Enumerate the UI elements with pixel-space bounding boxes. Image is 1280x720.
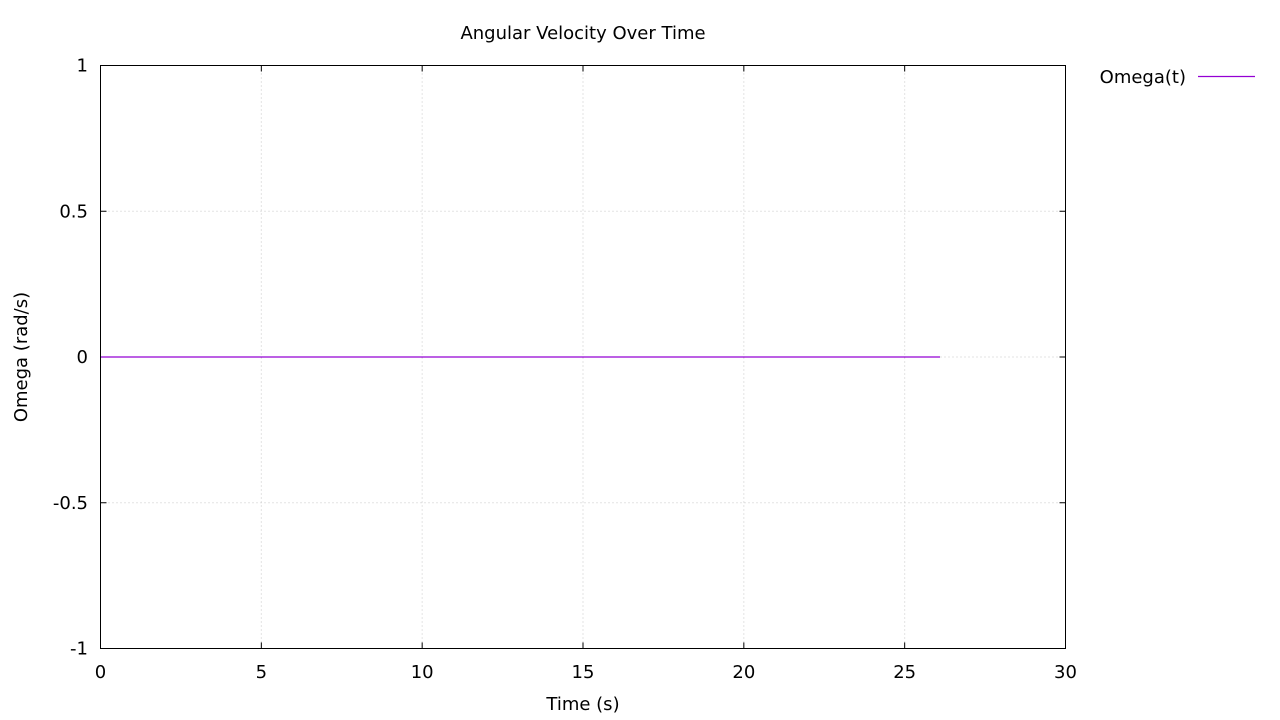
y-tick-label: -1 — [70, 639, 88, 660]
y-tick-label: 1 — [77, 56, 88, 77]
x-tick-label: 10 — [411, 662, 434, 683]
legend: Omega(t) — [1100, 67, 1255, 88]
x-tick-label: 30 — [1054, 662, 1077, 683]
legend-label: Omega(t) — [1100, 67, 1186, 88]
x-tick-label: 15 — [572, 662, 595, 683]
x-axis-label: Time (s) — [545, 694, 619, 715]
plot-frame — [100, 65, 1066, 649]
x-tick-label: 5 — [256, 662, 267, 683]
y-axis-label: Omega (rad/s) — [11, 292, 32, 422]
y-tick-label: 0 — [77, 347, 88, 368]
x-tick-label: 20 — [732, 662, 755, 683]
x-tick-label: 25 — [893, 662, 916, 683]
axis-ticks: 0 5 10 15 20 25 30 -1 -0.5 0 0.5 1 — [53, 56, 1077, 684]
y-tick-label: 0.5 — [59, 201, 88, 222]
y-tick-label: -0.5 — [53, 493, 88, 514]
chart-title: Angular Velocity Over Time — [460, 23, 705, 44]
x-tick-label: 0 — [95, 662, 106, 683]
